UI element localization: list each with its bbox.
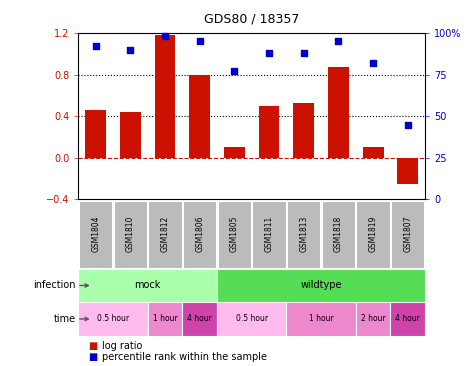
- Bar: [286, 302, 356, 336]
- Bar: [391, 201, 425, 268]
- Point: [196, 38, 204, 44]
- Bar: [398, 158, 418, 184]
- Text: GSM1807: GSM1807: [403, 216, 412, 253]
- Text: 4 hour: 4 hour: [187, 314, 212, 324]
- Bar: [182, 302, 217, 336]
- Bar: [86, 110, 106, 158]
- Text: mock: mock: [134, 280, 161, 291]
- Bar: [148, 302, 182, 336]
- Text: percentile rank within the sample: percentile rank within the sample: [102, 352, 267, 362]
- Bar: [217, 302, 286, 336]
- Bar: [252, 201, 286, 268]
- Bar: [155, 35, 175, 158]
- Point: [300, 50, 308, 56]
- Text: GSM1819: GSM1819: [369, 216, 378, 253]
- Text: 1 hour: 1 hour: [309, 314, 333, 324]
- Text: 4 hour: 4 hour: [395, 314, 420, 324]
- Point: [334, 38, 342, 44]
- Bar: [294, 103, 314, 158]
- Text: 1 hour: 1 hour: [152, 314, 178, 324]
- Bar: [78, 302, 148, 336]
- Text: GSM1805: GSM1805: [230, 216, 239, 253]
- Point: [92, 43, 100, 49]
- Text: infection: infection: [34, 280, 76, 291]
- Point: [161, 33, 169, 39]
- Bar: [322, 201, 355, 268]
- Text: GSM1813: GSM1813: [299, 216, 308, 253]
- Text: GSM1806: GSM1806: [195, 216, 204, 253]
- Text: log ratio: log ratio: [102, 341, 142, 351]
- Text: 0.5 hour: 0.5 hour: [97, 314, 129, 324]
- Bar: [259, 106, 279, 158]
- Bar: [390, 302, 425, 336]
- Point: [404, 122, 411, 127]
- Text: GSM1818: GSM1818: [334, 216, 343, 253]
- Bar: [356, 201, 390, 268]
- Bar: [363, 147, 383, 158]
- Bar: [217, 269, 425, 302]
- Text: GSM1810: GSM1810: [126, 216, 135, 253]
- Text: 0.5 hour: 0.5 hour: [236, 314, 268, 324]
- Text: ■: ■: [88, 341, 97, 351]
- Bar: [183, 201, 217, 268]
- Point: [126, 46, 134, 52]
- Bar: [120, 112, 141, 158]
- Text: GSM1804: GSM1804: [91, 216, 100, 253]
- Bar: [79, 201, 113, 268]
- Bar: [78, 269, 217, 302]
- Bar: [356, 302, 390, 336]
- Text: time: time: [54, 314, 76, 324]
- Bar: [114, 201, 147, 268]
- Text: wildtype: wildtype: [300, 280, 342, 291]
- Bar: [190, 75, 210, 158]
- Bar: [218, 201, 251, 268]
- Text: GDS80 / 18357: GDS80 / 18357: [204, 13, 299, 26]
- Point: [231, 68, 238, 74]
- Point: [265, 50, 273, 56]
- Point: [370, 60, 377, 66]
- Bar: [328, 67, 349, 158]
- Text: GSM1812: GSM1812: [161, 216, 170, 253]
- Text: ■: ■: [88, 352, 97, 362]
- Bar: [287, 201, 321, 268]
- Bar: [224, 147, 245, 158]
- Text: GSM1811: GSM1811: [265, 216, 274, 253]
- Text: 2 hour: 2 hour: [361, 314, 386, 324]
- Bar: [148, 201, 182, 268]
